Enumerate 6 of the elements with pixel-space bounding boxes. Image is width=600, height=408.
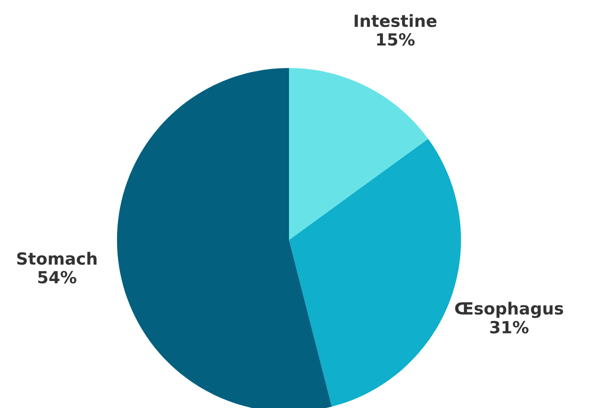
data-label: 54% [38, 270, 76, 284]
slice-label: Stomach [17, 252, 97, 265]
data-label: 31% [490, 320, 529, 334]
data-label: 15% [377, 33, 415, 46]
slice-label: Intestine [354, 14, 436, 28]
slice-label: Œsophagus [455, 302, 564, 318]
